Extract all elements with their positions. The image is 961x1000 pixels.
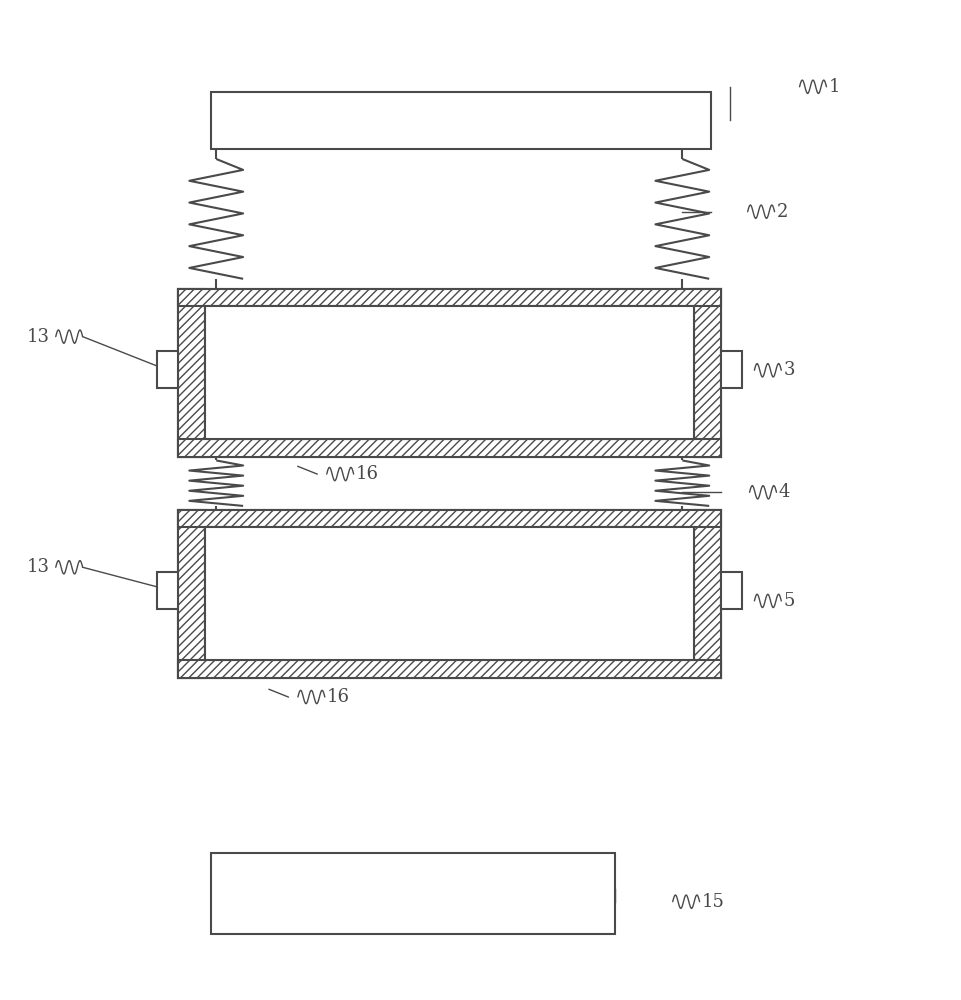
Bar [178,289,721,306]
Bar [694,289,721,457]
Bar [157,351,178,388]
Text: 13: 13 [27,558,50,576]
Bar [178,510,721,678]
Text: 16: 16 [327,688,350,706]
Text: 3: 3 [783,361,795,379]
Bar [721,572,742,609]
Text: 4: 4 [778,483,790,501]
Bar [694,510,721,678]
Bar [178,289,205,457]
Text: 5: 5 [783,592,795,610]
Bar [178,439,721,457]
Text: 15: 15 [702,893,725,911]
Bar [205,306,694,439]
Bar [178,510,721,527]
Bar [211,853,615,934]
Text: 16: 16 [356,465,379,483]
Bar [178,510,205,678]
Text: 13: 13 [27,328,50,346]
Text: 7: 7 [360,573,372,591]
Text: 2: 2 [776,203,788,221]
Bar [178,660,721,678]
Bar [205,527,694,660]
Text: 6: 6 [375,347,386,365]
Bar [178,289,721,457]
Text: 1: 1 [828,78,840,96]
Bar [157,572,178,609]
Bar [721,351,742,388]
Bar [211,92,711,149]
